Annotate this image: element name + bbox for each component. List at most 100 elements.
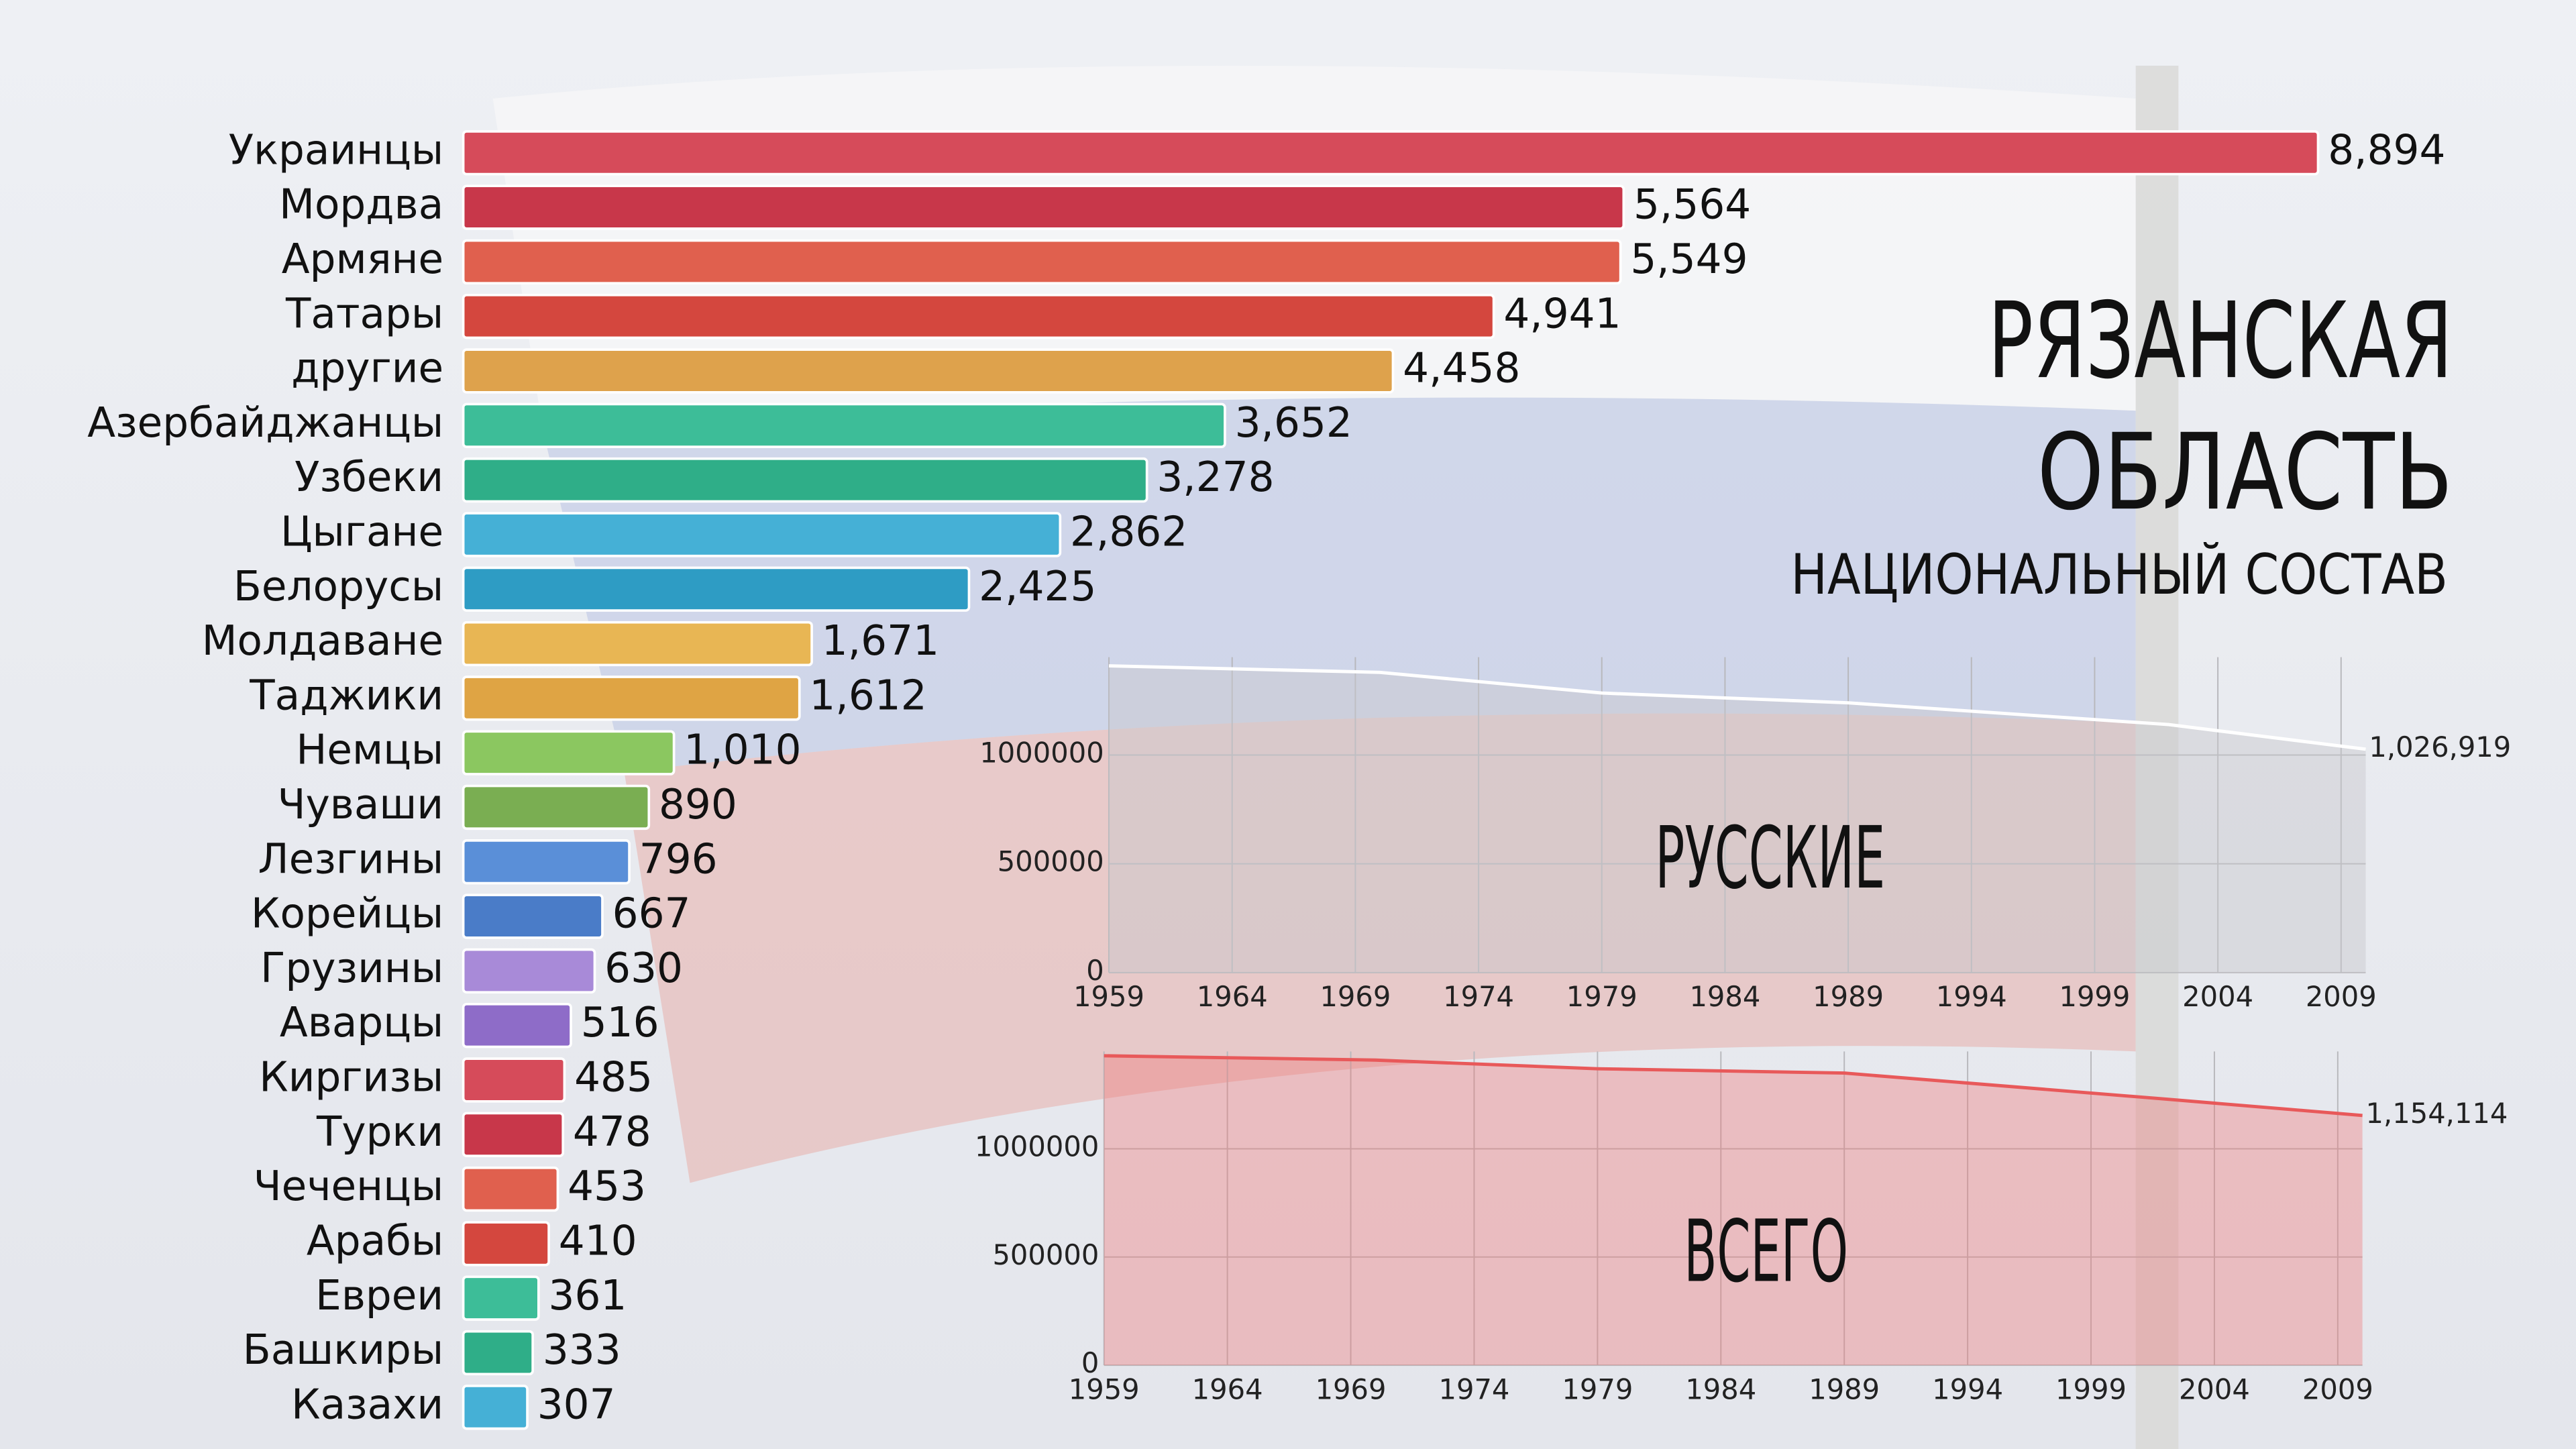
value-label: 410 (559, 1217, 637, 1265)
value-label: 453 (568, 1163, 646, 1210)
category-label: Корейцы (251, 890, 443, 938)
bar (462, 621, 813, 667)
end-label: 1,154,114 (2366, 1097, 2508, 1130)
x-tick-label: 1999 (2059, 980, 2130, 1013)
value-label: 333 (543, 1326, 621, 1374)
value-label: 2,862 (1070, 508, 1187, 555)
value-label: 630 (604, 945, 683, 992)
x-tick-label: 1994 (1936, 980, 2007, 1013)
x-tick-label: 1984 (1685, 1373, 1756, 1405)
value-label: 1,612 (809, 672, 926, 719)
bar (462, 1002, 572, 1049)
x-tick-label: 1959 (1069, 1373, 1140, 1405)
y-tick-label: 500000 (992, 1238, 1099, 1271)
title-line: РЯЗАНСКАЯ (1988, 280, 2453, 402)
category-label: Казахи (291, 1381, 443, 1428)
category-label: Киргизы (259, 1054, 443, 1102)
flag-red (624, 713, 2136, 1183)
bar (462, 1385, 529, 1430)
value-label: 667 (612, 890, 691, 938)
bar (462, 184, 1625, 230)
category-label: Башкиры (243, 1326, 444, 1374)
x-tick-label: 2004 (2179, 1373, 2250, 1405)
category-label: Узбеки (294, 453, 443, 501)
x-tick-label: 1969 (1316, 1373, 1387, 1405)
bar (462, 839, 631, 885)
category-label: Молдаване (202, 617, 444, 665)
x-tick-label: 2009 (2306, 980, 2377, 1013)
bar (462, 676, 801, 721)
area (1104, 1055, 2363, 1366)
end-label: 1,026,919 (2369, 731, 2511, 763)
value-label: 478 (573, 1108, 651, 1156)
bar (462, 1112, 565, 1157)
bar (462, 1057, 566, 1103)
x-tick-label: 1964 (1197, 980, 1268, 1013)
value-label: 4,458 (1403, 345, 1520, 392)
x-tick-label: 1989 (1813, 980, 1884, 1013)
value-label: 2,425 (979, 563, 1096, 610)
value-label: 485 (574, 1054, 653, 1102)
title-line: ОБЛАСТЬ (2037, 411, 2453, 533)
x-tick-label: 1979 (1566, 980, 1638, 1013)
value-label: 516 (581, 999, 659, 1046)
category-label: другие (291, 345, 443, 392)
bar (462, 1330, 534, 1376)
value-label: 5,549 (1630, 235, 1748, 283)
bar (462, 1166, 559, 1212)
bar (462, 239, 1622, 285)
bar (462, 1275, 540, 1321)
x-tick-label: 1994 (1932, 1373, 2003, 1405)
line (1104, 1054, 2363, 1118)
category-label: Таджики (249, 672, 443, 719)
x-tick-label: 1964 (1192, 1373, 1263, 1405)
value-label: 3,652 (1235, 399, 1352, 447)
flagpole (2135, 65, 2179, 1449)
x-tick-label: 1969 (1320, 980, 1391, 1013)
x-tick-label: 2009 (2302, 1373, 2373, 1405)
area (1109, 665, 2366, 973)
category-label: Арабы (307, 1217, 443, 1265)
category-label: Цыгане (280, 508, 443, 555)
value-label: 361 (549, 1272, 627, 1320)
y-tick-label: 500000 (998, 845, 1104, 878)
y-tick-label: 0 (1081, 1346, 1099, 1379)
category-label: Мордва (279, 181, 443, 229)
category-label: Армяне (282, 235, 443, 283)
category-label: Евреи (315, 1272, 443, 1320)
bar (462, 730, 676, 775)
bar (462, 402, 1226, 448)
category-label: Чуваши (278, 781, 444, 828)
bar (462, 1221, 550, 1267)
chart-label: ВСЕГО (1684, 1202, 1848, 1301)
value-label: 4,941 (1503, 290, 1621, 337)
category-label: Чеченцы (254, 1163, 444, 1210)
bar (462, 512, 1062, 557)
category-label: Белорусы (233, 563, 443, 610)
value-label: 307 (537, 1381, 616, 1428)
bar (462, 894, 604, 939)
x-tick-label: 1974 (1438, 1373, 1509, 1405)
y-tick-label: 1000000 (979, 737, 1104, 769)
bar (462, 948, 596, 994)
value-label: 796 (639, 835, 718, 883)
category-label: Азербайджанцы (87, 399, 443, 447)
bar (462, 784, 651, 830)
x-tick-label: 1979 (1562, 1373, 1633, 1405)
value-label: 3,278 (1157, 453, 1274, 501)
category-label: Грузины (260, 945, 443, 992)
value-label: 1,010 (684, 727, 801, 774)
y-tick-label: 1000000 (975, 1130, 1099, 1163)
bar (462, 348, 1395, 394)
x-tick-label: 2004 (2182, 980, 2253, 1013)
value-label: 5,564 (1633, 181, 1751, 229)
x-tick-label: 1999 (2055, 1373, 2127, 1405)
line (1109, 664, 2366, 751)
category-label: Татары (285, 290, 443, 337)
category-label: Лезгины (258, 835, 444, 883)
y-tick-label: 0 (1086, 954, 1104, 987)
value-label: 890 (659, 781, 737, 828)
bar (462, 457, 1148, 503)
